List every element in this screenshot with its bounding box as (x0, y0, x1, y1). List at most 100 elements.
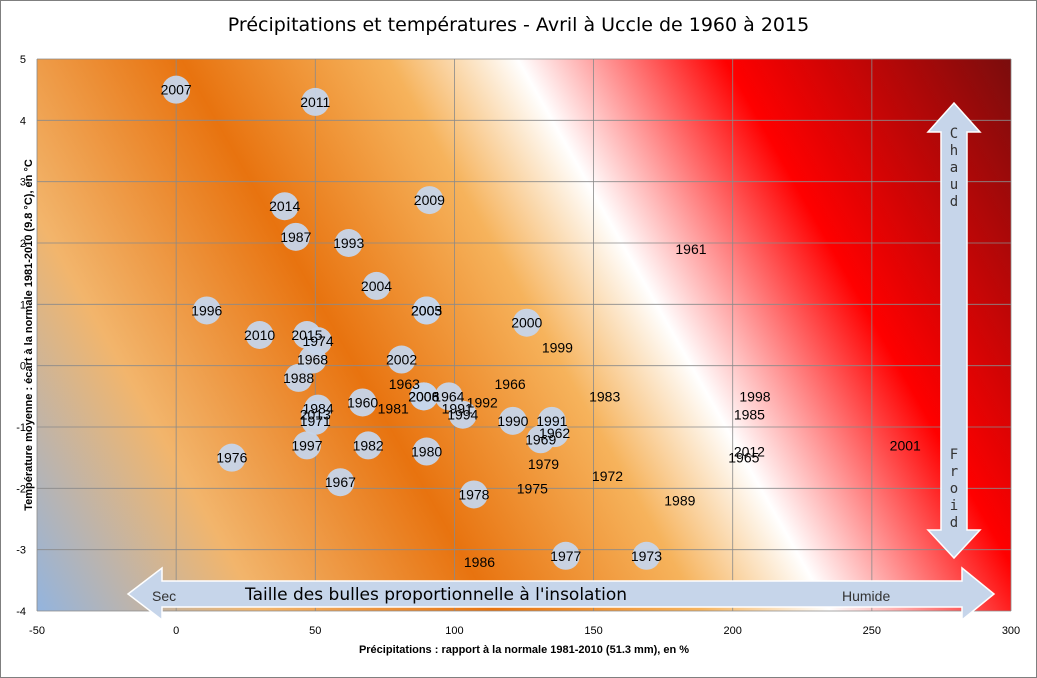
point-label-1973: 1973 (631, 548, 662, 564)
point-label-1988: 1988 (283, 370, 314, 386)
cold-letter: o (950, 481, 958, 497)
bubble-2004 (362, 271, 391, 300)
point-label-1967: 1967 (325, 474, 356, 490)
point-label-1978: 1978 (458, 486, 489, 502)
bubble-1980 (412, 437, 441, 466)
bubble-2009 (415, 186, 444, 215)
bubble-1993 (334, 229, 363, 257)
point-label-1999: 1999 (542, 339, 573, 355)
cold-letter: i (950, 498, 958, 514)
bubble-1997 (292, 431, 321, 460)
bubble-1996 (192, 296, 221, 325)
bubble-labels: 2007 2011 2009 2014 1987 1993 1961 2004 1996 2005… (161, 82, 921, 570)
point-label-1994: 1994 (447, 407, 478, 423)
x-tick-labels: -50 0 50 100 150 200 250 300 (29, 625, 1020, 637)
point-label-1980: 1980 (411, 444, 442, 460)
point-label-1962: 1962 (539, 425, 570, 441)
y-tick-label: 3 (20, 177, 26, 189)
point-label-1983: 1983 (589, 388, 620, 404)
point-label-2007: 2007 (161, 82, 192, 98)
hot-letter: h (950, 143, 958, 159)
point-label-1979: 1979 (528, 456, 559, 472)
point-label-2005: 2005 (411, 302, 442, 318)
chart-title: Précipitations et températures - Avril à… (227, 14, 810, 36)
bubble-size-note: Taille des bulles proportionnelle à l'in… (244, 585, 627, 605)
y-tick-label: 5 (20, 54, 26, 66)
x-tick-label: 50 (309, 625, 321, 637)
point-label-2001: 2001 (890, 437, 921, 453)
cold-letter: d (950, 515, 958, 531)
bubble-1994 (448, 400, 477, 429)
point-label-2010: 2010 (244, 327, 275, 343)
x-tick-label: 250 (863, 625, 881, 637)
y-tick-label: -1 (16, 422, 26, 434)
point-label-1976: 1976 (216, 450, 247, 466)
point-label-1991: 1991 (536, 413, 567, 429)
y-axis-title: Température moyenne : écart à la normale… (23, 159, 35, 511)
point-label-2012: 2012 (734, 444, 765, 460)
point-label-2002: 2002 (386, 352, 417, 368)
y-tick-label: -3 (16, 545, 26, 557)
hot-letter: C (950, 126, 958, 142)
bubble-2014 (270, 192, 299, 221)
y-tick-label: 4 (20, 115, 26, 127)
bubble-1990 (498, 406, 527, 435)
x-tick-label: 300 (1002, 625, 1020, 637)
y-tick-label: 0 (20, 361, 26, 373)
point-label-2000: 2000 (511, 315, 542, 331)
bubble-2000 (512, 308, 541, 337)
point-label-1997: 1997 (291, 437, 322, 453)
point-label-1993: 1993 (333, 235, 364, 251)
hot-letter: a (950, 160, 958, 176)
bubble-series (162, 75, 661, 570)
cold-letter: F (950, 447, 958, 463)
point-label-1984: 1984 (302, 401, 333, 417)
y-tick-labels: -4 -3 -2 -1 0 1 2 3 4 5 (16, 54, 26, 618)
point-label-2009: 2009 (414, 192, 445, 208)
point-label-1987: 1987 (280, 229, 311, 245)
point-label-1965: 1965 (728, 450, 759, 466)
x-tick-label: -50 (29, 625, 45, 637)
bubble-1971 (301, 406, 330, 435)
y-tick-label: -2 (16, 483, 26, 495)
horizontal-arrow (126, 566, 996, 622)
bubble-1973 (632, 541, 661, 570)
vertical-arrow (926, 101, 982, 560)
hot-letter: u (950, 177, 958, 193)
point-label-1991: 1991 (442, 401, 473, 417)
point-label-1972: 1972 (592, 468, 623, 484)
point-label-1963: 1963 (389, 376, 420, 392)
point-label-2008: 2008 (408, 388, 439, 404)
hot-letter: d (950, 194, 958, 210)
bubble-1988 (284, 363, 313, 392)
dry-label: Sec (152, 588, 176, 604)
y-tick-label: 1 (20, 299, 26, 311)
point-label-1981: 1981 (378, 401, 409, 417)
point-label-1975: 1975 (517, 480, 548, 496)
point-label-2013: 2013 (300, 407, 331, 423)
bubble-1960 (348, 388, 377, 417)
bubble-2006 (409, 382, 438, 411)
point-label-1989: 1989 (664, 493, 695, 509)
point-label-1969: 1969 (525, 431, 556, 447)
x-tick-label: 150 (584, 625, 602, 637)
bubble-1969 (526, 425, 555, 454)
point-label-2006: 2006 (408, 388, 439, 404)
point-label-1961: 1961 (675, 241, 706, 257)
point-label-1974: 1974 (302, 333, 333, 349)
point-label-2003: 2003 (411, 302, 442, 318)
point-label-1966: 1966 (495, 376, 526, 392)
point-label-1977: 1977 (550, 548, 581, 564)
x-axis-title: Précipitations : rapport à la normale 19… (359, 644, 689, 656)
bubble-1987 (281, 222, 310, 251)
point-label-1964: 1964 (433, 388, 464, 404)
point-label-2015: 2015 (291, 327, 322, 343)
y-tick-label: -4 (16, 606, 26, 618)
bubble-1982 (354, 431, 383, 460)
point-label-1982: 1982 (353, 437, 384, 453)
point-label-1998: 1998 (739, 388, 770, 404)
point-label-1986: 1986 (464, 554, 495, 570)
point-label-1996: 1996 (191, 302, 222, 318)
